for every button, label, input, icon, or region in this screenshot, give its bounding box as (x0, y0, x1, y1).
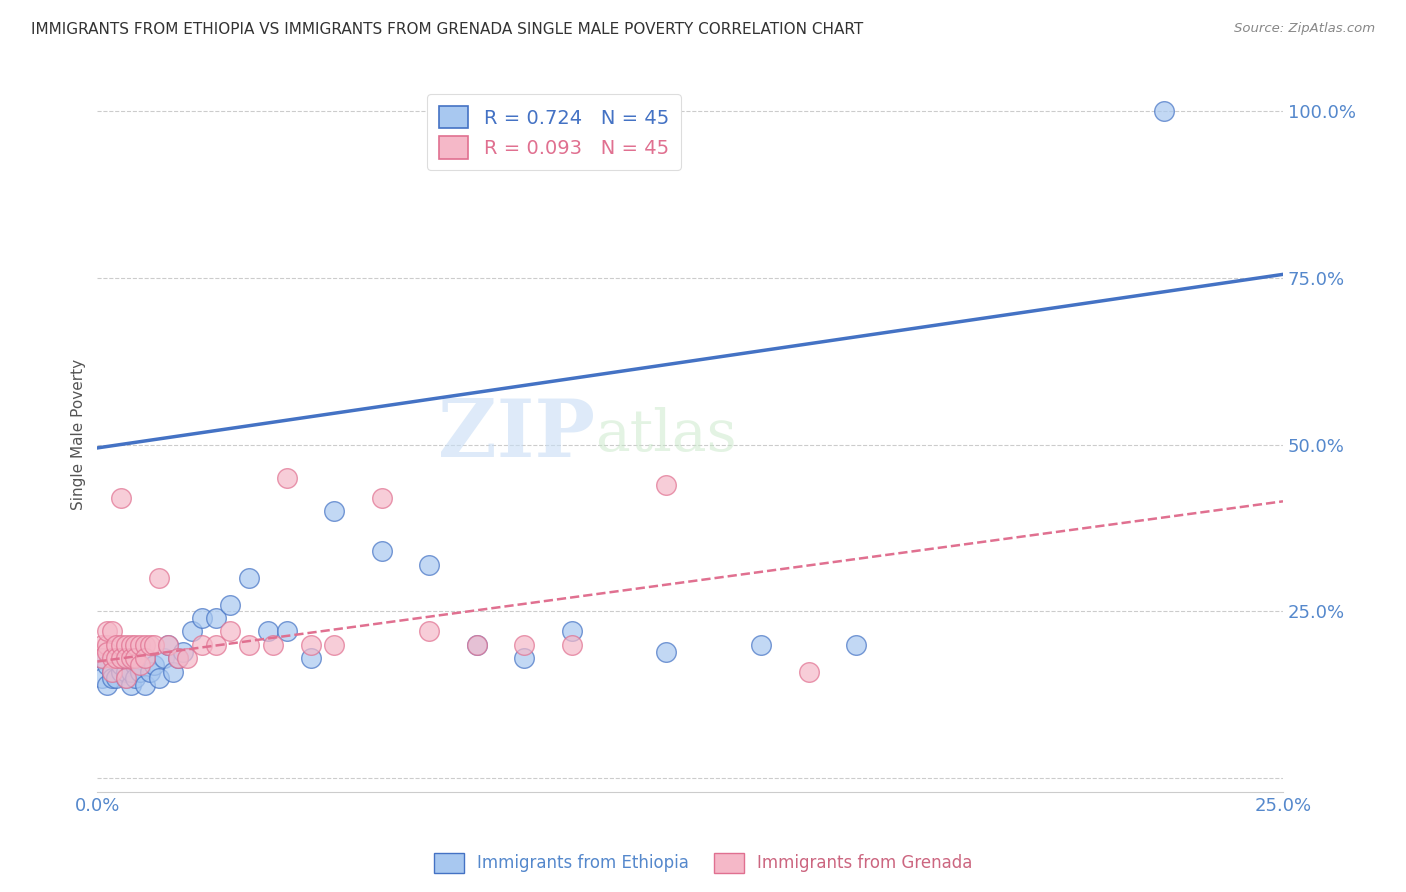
Point (138, 638, 160, 652)
Point (91, 671, 114, 685)
Point (124, 657, 146, 672)
Point (105, 651, 128, 665)
Point (371, 491, 394, 505)
Point (129, 638, 152, 652)
Point (513, 638, 536, 652)
Point (120, 638, 142, 652)
Point (465, 638, 488, 652)
Point (91, 651, 114, 665)
Point (120, 651, 142, 665)
Point (96, 644, 118, 658)
Point (100, 665, 122, 679)
Point (262, 638, 284, 652)
Point (114, 638, 136, 652)
Point (219, 624, 242, 639)
Point (513, 651, 536, 665)
Point (299, 651, 322, 665)
Point (181, 624, 204, 639)
Point (120, 678, 142, 692)
Point (148, 571, 170, 585)
Point (105, 651, 128, 665)
Point (91, 638, 114, 652)
Point (257, 624, 280, 639)
Point (418, 624, 440, 639)
Point (129, 657, 152, 672)
Point (110, 657, 132, 672)
Legend: R = 0.724   N = 45, R = 0.093   N = 45: R = 0.724 N = 45, R = 0.093 N = 45 (427, 95, 681, 170)
Point (96, 624, 118, 639)
Point (143, 657, 166, 672)
Point (134, 651, 156, 665)
Point (157, 638, 180, 652)
Point (172, 644, 194, 658)
Point (100, 651, 122, 665)
Point (110, 491, 132, 505)
Point (105, 638, 128, 652)
Point (299, 638, 322, 652)
Point (797, 665, 820, 679)
Point (1153, 103, 1175, 118)
Point (152, 651, 174, 665)
Point (238, 638, 260, 652)
Point (120, 665, 142, 679)
Point (110, 638, 132, 652)
Point (138, 665, 160, 679)
Point (323, 504, 346, 518)
Point (205, 611, 228, 625)
Point (100, 624, 122, 639)
Point (100, 671, 122, 685)
Point (190, 638, 212, 652)
Point (124, 638, 146, 652)
Point (167, 651, 190, 665)
Point (96, 638, 118, 652)
Point (190, 611, 212, 625)
Point (418, 558, 440, 572)
Point (162, 665, 184, 679)
Y-axis label: Single Male Poverty: Single Male Poverty (72, 359, 86, 510)
Legend: Immigrants from Ethiopia, Immigrants from Grenada: Immigrants from Ethiopia, Immigrants fro… (427, 847, 979, 880)
Point (238, 571, 260, 585)
Point (143, 638, 166, 652)
Point (100, 665, 122, 679)
Point (157, 638, 180, 652)
Point (124, 671, 146, 685)
Point (124, 651, 146, 665)
Point (134, 651, 156, 665)
Point (96, 678, 118, 692)
Point (655, 644, 678, 658)
Point (134, 678, 156, 692)
Point (167, 651, 190, 665)
Point (148, 671, 170, 685)
Text: IMMIGRANTS FROM ETHIOPIA VS IMMIGRANTS FROM GRENADA SINGLE MALE POVERTY CORRELAT: IMMIGRANTS FROM ETHIOPIA VS IMMIGRANTS F… (31, 22, 863, 37)
Point (561, 638, 583, 652)
Point (114, 651, 136, 665)
Point (276, 624, 298, 639)
Text: ZIP: ZIP (439, 395, 595, 474)
Point (114, 671, 136, 685)
Point (655, 477, 678, 491)
Point (110, 651, 132, 665)
Point (561, 624, 583, 639)
Point (371, 544, 394, 558)
Point (129, 665, 152, 679)
Point (134, 638, 156, 652)
Point (110, 665, 132, 679)
Point (205, 638, 228, 652)
Point (114, 671, 136, 685)
Point (105, 671, 128, 685)
Point (845, 638, 868, 652)
Point (176, 651, 198, 665)
Point (323, 638, 346, 652)
Point (96, 657, 118, 672)
Text: atlas: atlas (595, 407, 737, 463)
Point (91, 651, 114, 665)
Point (749, 638, 772, 652)
Point (114, 665, 136, 679)
Point (465, 638, 488, 652)
Text: Source: ZipAtlas.com: Source: ZipAtlas.com (1234, 22, 1375, 36)
Point (219, 598, 242, 612)
Point (276, 471, 298, 485)
